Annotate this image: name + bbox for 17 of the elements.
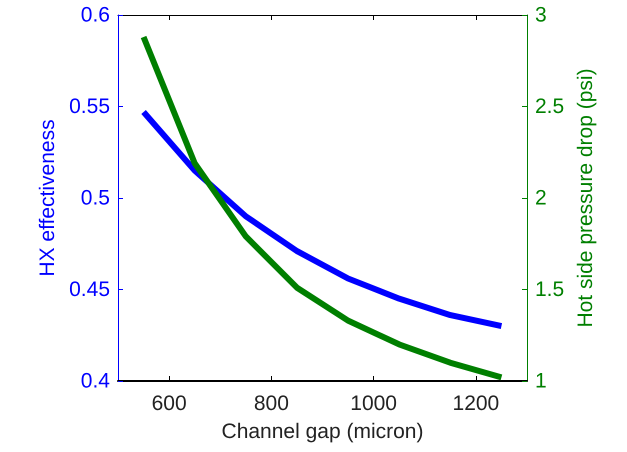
x-axis-title: Channel gap (micron) [222, 420, 424, 443]
y2-tick-label: 1.5 [535, 278, 564, 301]
y-tick-label: 0.4 [80, 370, 110, 392]
x-tick-label: 800 [254, 392, 289, 415]
y2-tick-label: 2 [535, 186, 547, 210]
x-tick-label: 1000 [350, 392, 397, 415]
y2-tick-label: 1 [535, 370, 547, 392]
x-tick-label: 1200 [452, 392, 500, 415]
x-tick-label: 600 [152, 392, 187, 415]
y2-tick-label: 2.5 [535, 95, 564, 118]
y2-axis-title: Hot side pressure drop (psi) [574, 68, 598, 328]
y-tick-label: 0.45 [69, 278, 110, 301]
y2-tick-label: 3 [535, 4, 547, 26]
y-tick-label: 0.6 [80, 4, 110, 26]
y-tick-label: 0.55 [69, 95, 110, 118]
y-axis-title: HX effectiveness [36, 119, 60, 277]
y-tick-label: 0.5 [80, 186, 110, 210]
